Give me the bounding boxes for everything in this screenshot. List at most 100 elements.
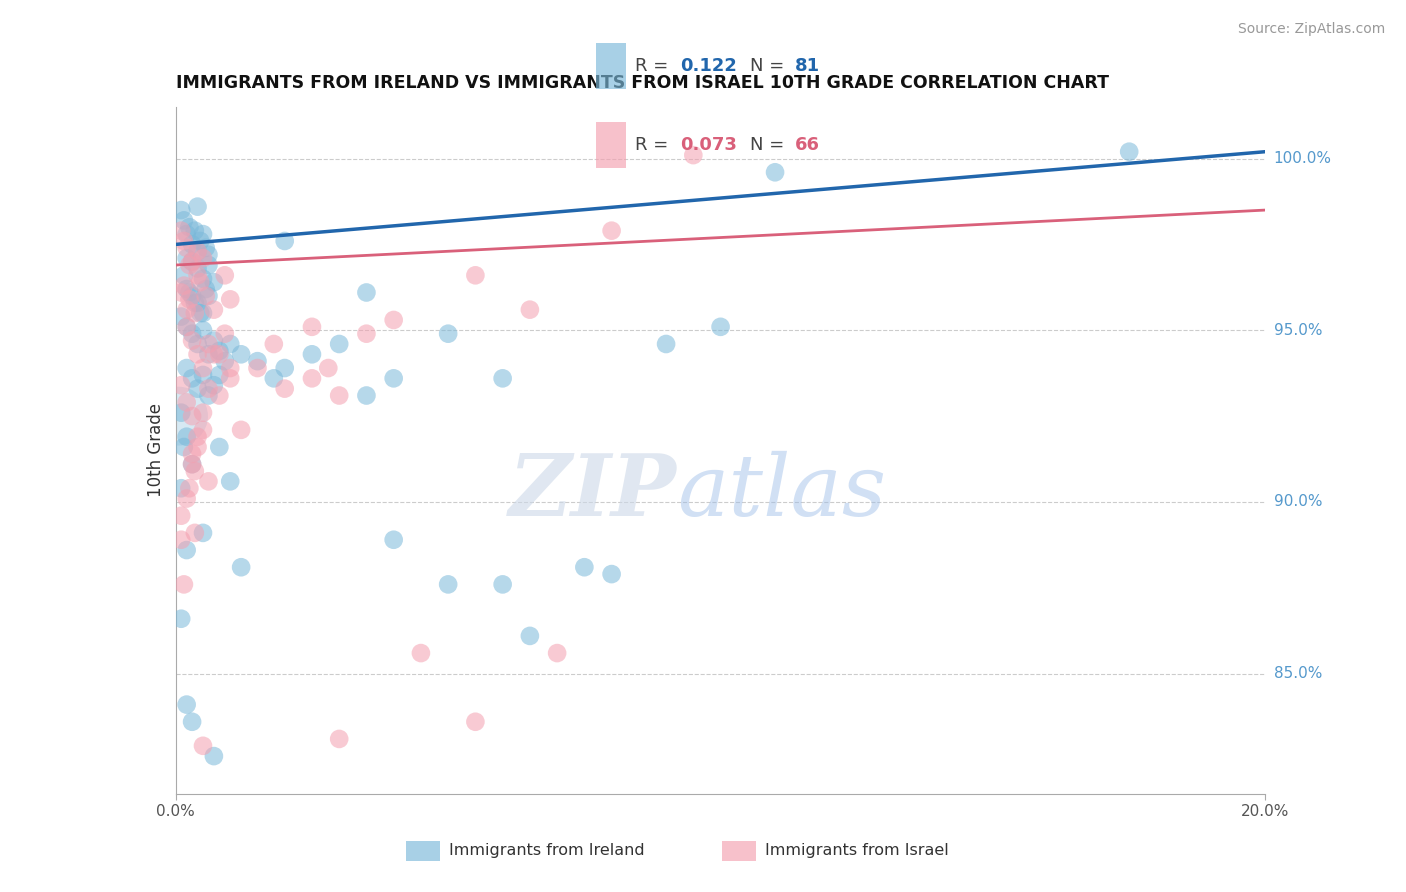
Point [202, 749, 225, 764]
Point [179, 220, 201, 235]
Point [356, 285, 378, 300]
Point [437, 577, 460, 591]
Point [170, 378, 193, 392]
Point [519, 629, 541, 643]
Text: atlas: atlas [678, 450, 886, 533]
Point [492, 577, 515, 591]
Point [464, 268, 486, 283]
Text: 0.122: 0.122 [681, 57, 737, 75]
Point [186, 268, 209, 283]
Point [181, 334, 204, 348]
Point [191, 406, 214, 420]
Point [181, 254, 204, 268]
Point [170, 481, 193, 495]
Bar [721, 841, 755, 862]
Point [176, 395, 198, 409]
Point [197, 248, 219, 262]
Point [184, 525, 207, 540]
Text: IMMIGRANTS FROM IRELAND VS IMMIGRANTS FROM ISRAEL 10TH GRADE CORRELATION CHART: IMMIGRANTS FROM IRELAND VS IMMIGRANTS FR… [176, 74, 1109, 92]
Point [301, 347, 323, 361]
Point [179, 293, 201, 307]
Point [173, 234, 195, 248]
Point [186, 430, 209, 444]
Point [328, 388, 350, 402]
Point [219, 361, 242, 376]
Point [274, 234, 297, 248]
Point [208, 368, 231, 382]
Point [492, 371, 515, 385]
Point [184, 295, 207, 310]
Point [197, 347, 219, 361]
Y-axis label: 10th Grade: 10th Grade [146, 403, 165, 498]
Point [208, 347, 231, 361]
Point [176, 282, 198, 296]
Point [181, 447, 204, 461]
Point [231, 347, 253, 361]
Bar [596, 44, 626, 89]
Point [682, 148, 704, 162]
Point [197, 289, 219, 303]
Point [173, 577, 195, 591]
Point [519, 302, 541, 317]
Point [181, 409, 204, 423]
Point [181, 371, 204, 385]
Point [197, 388, 219, 402]
Point [173, 440, 195, 454]
Point [186, 244, 209, 259]
Point [176, 227, 198, 241]
Point [409, 646, 432, 660]
Point [214, 268, 236, 283]
Point [197, 475, 219, 489]
Point [274, 361, 297, 376]
Point [191, 361, 214, 376]
Point [194, 282, 217, 296]
Point [600, 224, 623, 238]
Point [176, 698, 198, 712]
Point [574, 560, 596, 574]
Point [188, 275, 211, 289]
Point [328, 731, 350, 746]
Point [176, 302, 198, 317]
Point [191, 271, 214, 285]
Point [176, 430, 198, 444]
Text: 0.073: 0.073 [681, 136, 737, 154]
Point [170, 310, 193, 324]
Point [263, 371, 285, 385]
Point [170, 508, 193, 523]
Point [1118, 145, 1140, 159]
Text: ZIP: ZIP [509, 450, 678, 533]
Point [170, 202, 193, 217]
Point [600, 567, 623, 582]
Point [188, 306, 211, 320]
Point [382, 533, 405, 547]
Point [197, 382, 219, 396]
Text: 81: 81 [796, 57, 820, 75]
Point [181, 714, 204, 729]
Point [191, 227, 214, 241]
Point [546, 646, 568, 660]
Point [246, 354, 269, 368]
Point [191, 739, 214, 753]
Point [186, 347, 209, 361]
Point [181, 457, 204, 471]
Point [176, 241, 198, 255]
Point [197, 258, 219, 272]
Point [170, 285, 193, 300]
Point [170, 612, 193, 626]
Bar [406, 841, 440, 862]
Point [191, 423, 214, 437]
Point [167, 409, 190, 423]
Point [197, 337, 219, 351]
Bar [596, 122, 626, 168]
Point [464, 714, 486, 729]
Point [202, 334, 225, 348]
Point [191, 368, 214, 382]
Point [181, 254, 204, 268]
Point [176, 491, 198, 506]
Text: 66: 66 [796, 136, 820, 154]
Point [179, 481, 201, 495]
Point [176, 319, 198, 334]
Point [219, 337, 242, 351]
Point [382, 313, 405, 327]
Point [186, 261, 209, 276]
